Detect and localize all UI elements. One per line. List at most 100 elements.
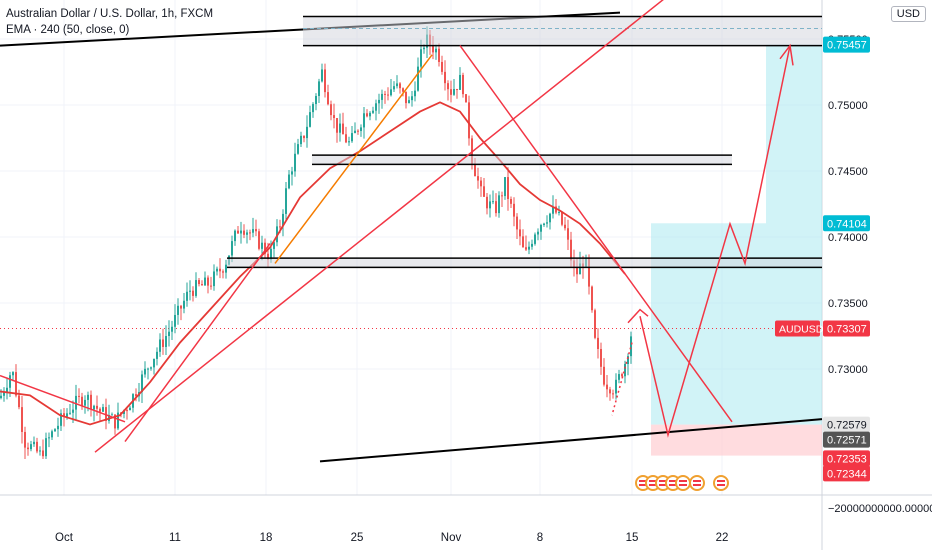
trendline-orange [274,54,433,264]
candle [78,395,80,397]
candle [549,213,551,223]
candle [360,127,362,132]
candle [273,242,275,249]
time-axis: Oct 11 18 25 Nov 8 15 22 [55,532,728,544]
price-tag [823,465,870,482]
candle [357,130,359,132]
candle [546,222,548,224]
flag-stripe [717,484,725,486]
candle [438,48,440,62]
candle [129,407,131,411]
candle [345,134,347,143]
candle [255,229,257,232]
candle [279,226,281,228]
candle [246,232,248,235]
candle [210,285,212,287]
candle [567,228,569,240]
candle [183,300,185,309]
candle [336,118,338,133]
candle [597,337,599,350]
candle [630,336,632,357]
candle [366,113,368,117]
flag-stripe [693,480,701,482]
candle [63,413,65,417]
candle [513,203,515,217]
candle [45,438,47,457]
candle [537,231,539,235]
candle [531,243,533,247]
flag-stripe [669,484,677,486]
candle [270,248,272,260]
currency-button[interactable]: USD [890,6,926,22]
candle [441,61,443,72]
candle [525,247,527,250]
candle [99,408,101,412]
candle [66,413,68,417]
candle [498,195,500,214]
candle [285,188,287,214]
symbol-price-label: AUDUSD [779,323,824,335]
candle [303,135,305,139]
price-tick: 0.75000 [828,100,868,112]
candle [27,447,29,450]
candle [618,374,620,380]
trendline-red [124,243,271,443]
candle [522,236,524,248]
candle [102,407,104,412]
candle [33,441,35,445]
candle [594,310,596,338]
price-label: 0.72571 [827,435,867,447]
candle [459,74,461,90]
candle [243,230,245,235]
candle [165,336,167,347]
candle [39,450,41,452]
flag-stripe [679,484,687,486]
price-tag [823,36,870,53]
candle [489,201,491,209]
candle [267,253,269,260]
candle [156,351,158,359]
candle [288,174,290,189]
candle [192,290,194,296]
candle [111,414,113,416]
candle [405,91,407,104]
candle [456,89,458,91]
us-flag-icon [675,475,691,491]
ema-indicator-label[interactable]: EMA · 240 (50, close, 0) [6,24,130,36]
candle [15,372,17,396]
candle [258,231,260,249]
candle [0,395,2,399]
candle [24,431,26,448]
candle [375,103,377,111]
symbol-title[interactable]: Australian Dollar / U.S. Dollar, 1h, FXC… [6,8,214,20]
candle [339,123,341,133]
candle [624,364,626,377]
price-tag [823,431,870,448]
projection-path [627,308,649,324]
candle [114,414,116,429]
candle [168,331,170,337]
candle [414,90,416,97]
candle [600,349,602,367]
candle [495,201,497,214]
time-tick: 22 [716,532,729,544]
price-tick: −20000000000.00000 [828,503,932,515]
event-icons [635,475,729,491]
candle [570,239,572,261]
symbol-price-tag [775,320,820,337]
candle [147,368,149,370]
candle [231,241,233,256]
candle [603,366,605,385]
candle [96,405,98,409]
projection-path [639,45,791,438]
candle [30,444,32,450]
candle [615,379,617,394]
candle [447,83,449,90]
candle [462,74,464,95]
candle [450,89,452,95]
candle [492,201,494,203]
candle [351,133,353,142]
candle [588,257,590,287]
candle [252,229,254,233]
